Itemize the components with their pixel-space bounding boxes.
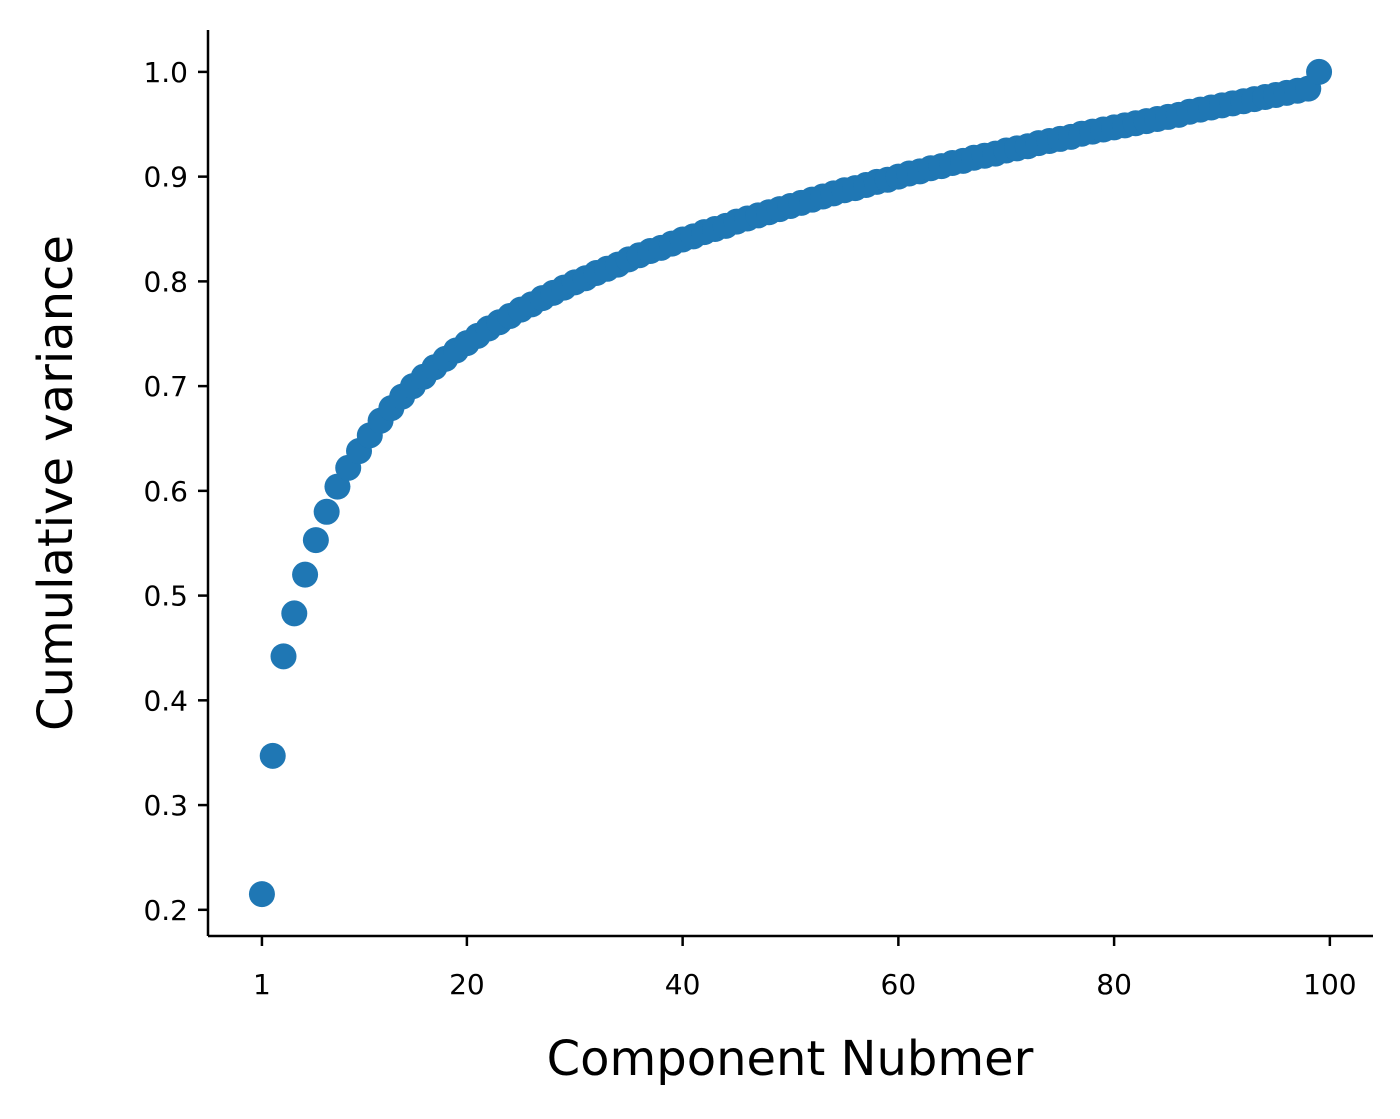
data-point	[302, 527, 329, 554]
data-point	[292, 561, 319, 588]
data-point	[324, 473, 351, 500]
y-tick-label: 1.0	[143, 56, 188, 89]
scatter-points	[248, 58, 1333, 908]
data-point	[1306, 58, 1333, 85]
x-tick-label: 80	[1096, 968, 1132, 1001]
data-point	[270, 643, 297, 670]
x-tick-label: 1	[253, 968, 271, 1001]
x-axis-ticks: 1 20 40 60 80 100	[253, 936, 1357, 1001]
x-tick-label: 20	[449, 968, 485, 1001]
data-point	[248, 881, 275, 908]
x-tick-label: 60	[881, 968, 917, 1001]
data-point	[281, 600, 308, 627]
y-axis-title: Cumulative variance	[28, 235, 84, 731]
x-tick-label: 40	[665, 968, 701, 1001]
y-tick-label: 0.8	[143, 265, 188, 298]
y-axis-ticks: 0.2 0.3 0.4 0.5 0.6 0.7 0.8 0.9 1.0	[143, 56, 208, 927]
y-tick-label: 0.9	[143, 161, 188, 194]
y-tick-label: 0.7	[143, 370, 188, 403]
y-tick-label: 0.4	[143, 684, 188, 717]
data-point	[259, 742, 286, 769]
y-tick-label: 0.5	[143, 580, 188, 613]
data-point	[313, 498, 340, 525]
x-tick-label: 100	[1303, 968, 1356, 1001]
y-tick-label: 0.3	[143, 789, 188, 822]
y-tick-label: 0.6	[143, 475, 188, 508]
x-axis-title: Component Nubmer	[547, 1031, 1034, 1087]
y-tick-label: 0.2	[143, 894, 188, 927]
